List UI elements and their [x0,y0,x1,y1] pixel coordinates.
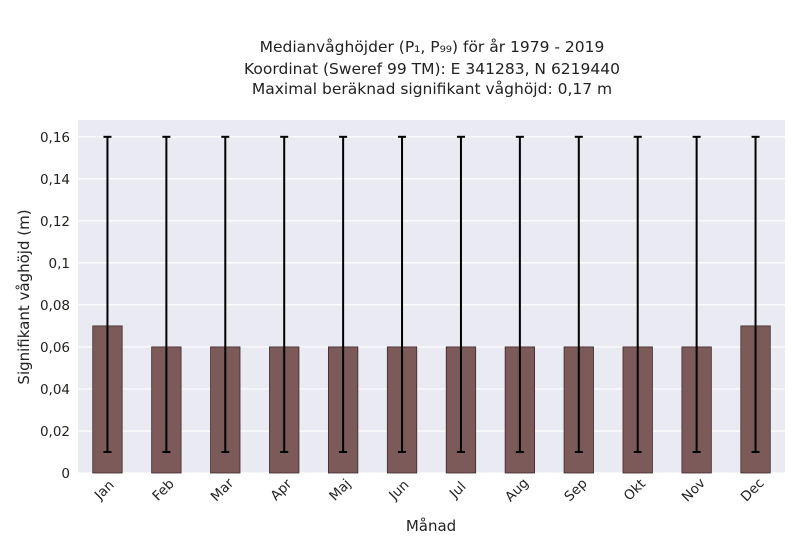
x-tick-label-okt: Okt [621,476,649,504]
y-tick-label: 0,14 [40,172,70,188]
x-tick-label-jul: Jul [446,479,470,503]
x-tick-label-nov: Nov [679,475,709,505]
x-axis-label: Månad [406,517,456,535]
y-tick-label: 0 [61,466,70,482]
x-tick-label-apr: Apr [267,476,295,504]
gridlines [78,136,785,474]
x-tick-label-jun: Jun [385,477,412,504]
x-tick-label-dec: Dec [738,475,768,505]
y-tick-label: 0,02 [40,424,70,440]
x-tick-label-aug: Aug [502,475,532,505]
y-tick-label: 0,1 [49,256,70,272]
title-line-2: Koordinat (Sweref 99 TM): E 341283, N 62… [244,60,620,78]
y-tick-label: 0,04 [40,382,70,398]
error-bars [103,135,760,453]
x-tick-label-sep: Sep [561,476,590,505]
x-tick-label-jan: Jan [91,477,118,504]
chart-title: Medianvåghöjder (P₁, P₉₉) för år 1979 - … [244,38,620,98]
y-axis-ticks: 0 0,02 0,04 0,06 0,08 0,1 0,12 0,14 0,16 [40,130,70,482]
x-tick-label-maj: Maj [326,476,354,504]
x-tick-label-mar: Mar [208,475,238,505]
y-tick-label: 0,16 [40,130,70,146]
x-tick-label-feb: Feb [149,476,177,504]
y-tick-label: 0,06 [40,340,70,356]
y-tick-label: 0,12 [40,214,70,230]
x-axis-ticks: Jan Feb Mar Apr Maj Jun Jul Aug Sep Okt Nov Dec [91,475,768,505]
title-line-1: Medianvåghöjder (P₁, P₉₉) för år 1979 - … [260,38,605,56]
title-line-3: Maximal beräknad signifikant våghöjd: 0,… [252,80,612,98]
plot-area [78,120,785,473]
y-axis-label: Signifikant våghöjd (m) [15,209,33,384]
y-tick-label: 0,08 [40,298,70,314]
